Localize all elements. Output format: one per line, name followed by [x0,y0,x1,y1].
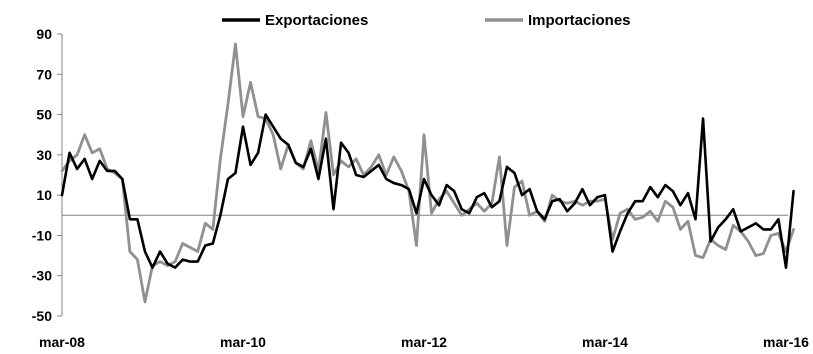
y-tick-label: 10 [36,187,52,203]
series-line-exportaciones [60,113,795,269]
legend-label-importaciones: Importaciones [528,12,631,29]
x-tick-label: mar-16 [763,334,809,350]
y-tick-label: 70 [36,66,52,82]
x-tick-label: mar-08 [39,334,85,350]
y-tick-label: 30 [36,147,52,163]
y-tick-label: 50 [36,107,52,123]
x-tick-label: mar-12 [401,334,447,350]
series-line-importaciones [60,42,795,304]
y-tick-label: -30 [32,268,52,284]
y-tick-label: -50 [32,308,52,324]
legend-label-exportaciones: Exportaciones [265,12,368,29]
x-tick-label: mar-14 [582,334,628,350]
x-axis: mar-08 mar-10 mar-12 mar-14 mar-16 [39,334,809,350]
series-lines [60,42,795,304]
y-tick-label: 90 [36,26,52,42]
y-tick-label: -10 [32,227,52,243]
y-axis: -50 -30 -10 10 30 50 70 90 [32,26,63,324]
legend: Exportaciones Importaciones [222,12,631,29]
x-tick-label: mar-10 [220,334,266,350]
